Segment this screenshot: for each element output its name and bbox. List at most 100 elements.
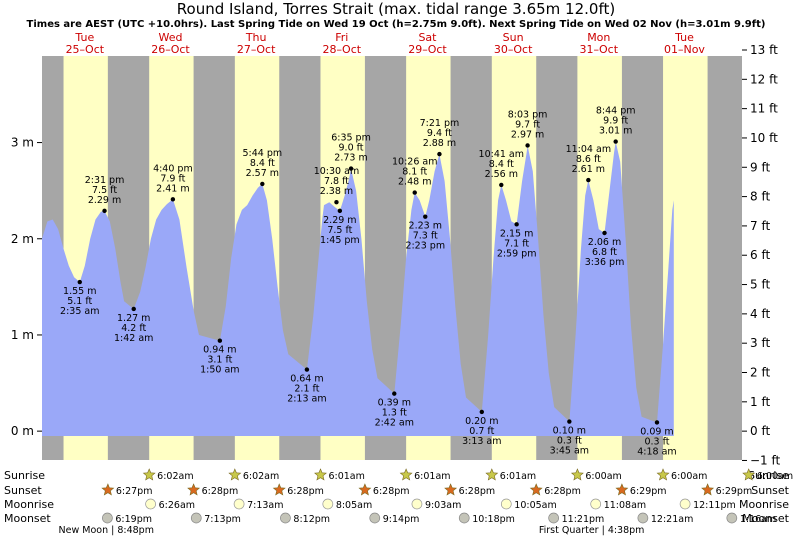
- tide-point: [437, 151, 442, 157]
- tide-extreme-high: 2:31 pm7.5 ft2.29 m: [85, 175, 124, 214]
- y-tick-label: 9 ft: [750, 160, 770, 174]
- row-label-right: Sunset: [751, 484, 789, 497]
- tide-point: [348, 166, 354, 171]
- sunset-time: 6:28pm: [202, 486, 239, 497]
- tide-label: 1:42 am: [114, 333, 153, 344]
- tide-point: [337, 208, 343, 214]
- y-tick-label: 13 ft: [750, 43, 778, 57]
- tide-label: 8.4 ft: [489, 159, 514, 170]
- moonrise-icon: [590, 498, 602, 510]
- row-label-right: Moonrise: [739, 498, 789, 511]
- tide-point: [423, 214, 428, 219]
- y-tick-label: −1 ft: [750, 453, 781, 467]
- sunset-icon: [701, 483, 715, 496]
- moon-phase-label: First Quarter | 4:38pm: [539, 525, 645, 536]
- tide-label: 2.97 m: [511, 129, 544, 140]
- sunset-time: 6:29pm: [630, 486, 667, 497]
- tide-label: 2:13 am: [287, 394, 326, 405]
- sunrise-icon: [570, 468, 584, 481]
- chart-title: Round Island, Torres Strait (max. tidal …: [177, 0, 615, 18]
- tide-point: [334, 200, 339, 205]
- tide-extreme-low: 0.64 m2.1 ft2:13 am: [287, 367, 327, 405]
- tide-point: [131, 306, 136, 312]
- y-tick-label: 2 ft: [750, 366, 770, 380]
- tide-label: 4:18 am: [637, 446, 676, 457]
- day-date: 27–Oct: [237, 43, 276, 56]
- sunrise-time: 6:00am: [671, 471, 707, 482]
- tide-point: [260, 181, 265, 187]
- sunrise-icon: [142, 468, 156, 481]
- day-name: Wed: [159, 31, 183, 44]
- tide-area: [42, 141, 674, 436]
- day-name: Tue: [674, 31, 694, 44]
- tide-point: [602, 230, 607, 236]
- day-name: Thu: [245, 31, 267, 44]
- tide-extreme-high: 4:40 pm7.9 ft2.41 m: [153, 163, 193, 202]
- moonset-icon: [637, 512, 649, 524]
- tide-label: 10:26 am: [392, 157, 437, 168]
- tide-point: [499, 182, 504, 188]
- tide-extreme-high: 11:04 am8.6 ft2.61 m: [566, 144, 611, 183]
- tide-label: 7.9 ft: [160, 173, 185, 184]
- tide-label: 2.73 m: [334, 153, 367, 164]
- tide-label: 11:04 am: [566, 144, 611, 155]
- sunrise-time: 6:01am: [500, 471, 536, 482]
- row-label-left: Moonset: [4, 512, 51, 525]
- y-tick-label: 2 m: [11, 232, 34, 246]
- y-tick-label: 11 ft: [750, 102, 778, 116]
- sunrise-icon: [485, 468, 499, 481]
- tide-point: [304, 367, 310, 372]
- tide-label: 1.55 m: [63, 286, 96, 297]
- tide-label: 9.0 ft: [339, 143, 364, 154]
- sunset-time: 6:29pm: [716, 486, 753, 497]
- day-date: 29–Oct: [408, 43, 447, 56]
- y-tick-label: 7 ft: [750, 219, 770, 233]
- tide-point: [514, 222, 519, 227]
- day-date: 25–Oct: [66, 43, 105, 56]
- tide-label: 1.27 m: [117, 313, 150, 324]
- sunrise-icon: [399, 468, 413, 481]
- tide-extreme-high: 8:44 pm9.9 ft3.01 m: [596, 106, 636, 144]
- sunset-icon: [444, 483, 458, 496]
- tide-label: 6.8 ft: [592, 247, 617, 258]
- row-label-left: Sunset: [4, 484, 42, 497]
- moonrise-icon: [679, 498, 691, 510]
- sunset-time: 6:27pm: [116, 486, 153, 497]
- y-tick-label: 12 ft: [750, 72, 778, 86]
- tide-label: 7.8 ft: [324, 176, 349, 187]
- tide-point: [217, 338, 223, 343]
- tide-label: 8.4 ft: [250, 158, 275, 169]
- y-tick-label: 10 ft: [750, 131, 778, 145]
- moonrise-time: 6:26am: [159, 500, 195, 511]
- tide-label: 2.29 m: [323, 215, 356, 226]
- y-axis-metres: 0 m 1 m 2 m 3 m: [11, 136, 42, 438]
- moonset-icon: [548, 512, 559, 524]
- tide-label: 3.1 ft: [207, 355, 232, 366]
- tide-label: 5.1 ft: [67, 296, 92, 307]
- y-tick-label: 4 ft: [750, 307, 770, 321]
- y-tick-label: 5 ft: [750, 278, 770, 292]
- tide-extreme-high: 7:21 pm9.4 ft2.88 m: [420, 118, 459, 157]
- tide-extreme-low: 0.94 m3.1 ft1:50 am: [200, 338, 240, 376]
- sunset-icon: [529, 483, 543, 496]
- tide-extreme-high: 10:41 am8.4 ft2.56 m: [479, 149, 524, 188]
- day-date: 01–Nov: [664, 43, 705, 56]
- tide-label: 0.3 ft: [557, 436, 582, 447]
- tide-label: 10:30 am: [314, 166, 359, 177]
- sunrise-time: 6:01am: [328, 471, 364, 482]
- tide-point: [102, 208, 107, 214]
- tide-point: [479, 409, 485, 415]
- tide-extreme-high: 6:35 pm9.0 ft2.73 m: [331, 133, 371, 171]
- moonrise-time: 11:08am: [604, 500, 646, 511]
- moonrise-time: 10:05am: [514, 500, 556, 511]
- right-axis-bar: [738, 56, 742, 460]
- day-name: Sat: [418, 31, 437, 44]
- moonset-icon: [102, 512, 113, 524]
- tide-extreme-low: 0.39 m1.3 ft2:42 am: [375, 391, 414, 429]
- sunset-icon: [615, 483, 629, 496]
- tide-label: 2.56 m: [485, 169, 518, 180]
- row-label-right: Moonset: [742, 512, 789, 525]
- day-date: 31–Oct: [580, 43, 619, 56]
- row-label-left: Sunrise: [4, 469, 45, 482]
